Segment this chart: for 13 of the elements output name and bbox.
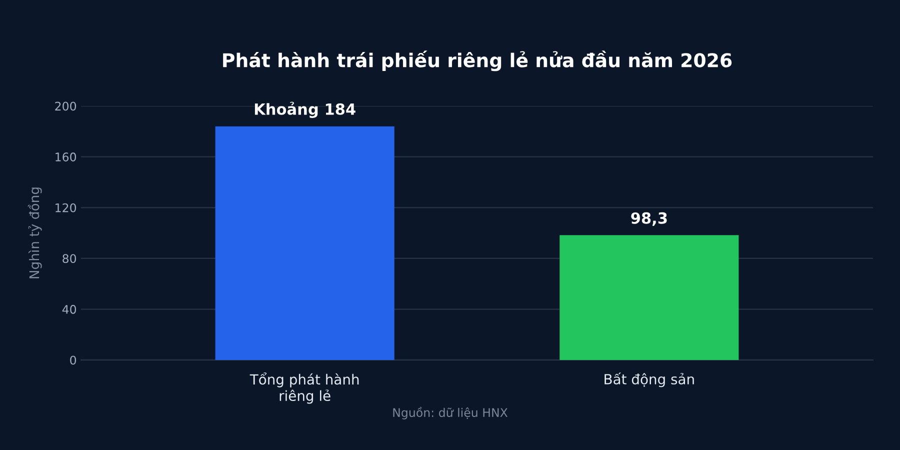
data-label: 98,3	[631, 212, 667, 226]
y-tick-label: 80	[62, 254, 76, 264]
y-axis-title: Nghìn tỷ đồng	[28, 188, 42, 278]
chart-title: Phát hành trái phiếu riêng lẻ nửa đầu năm 2026	[223, 50, 732, 72]
x-tick-label: Bất động sản	[604, 372, 694, 388]
y-tick-label: 200	[55, 102, 76, 111]
data-label: Khoảng 184	[254, 102, 356, 118]
text: Nguồn: dữ liệu HNX	[393, 406, 508, 420]
y-tick-label: 0	[70, 356, 76, 365]
x-tick-label: Tổng phát hành riêng lẻ	[250, 372, 359, 404]
y-tick-label: 120	[56, 203, 76, 212]
y-tick-label: 40	[62, 304, 76, 314]
y-tick-label: 160	[56, 152, 76, 162]
